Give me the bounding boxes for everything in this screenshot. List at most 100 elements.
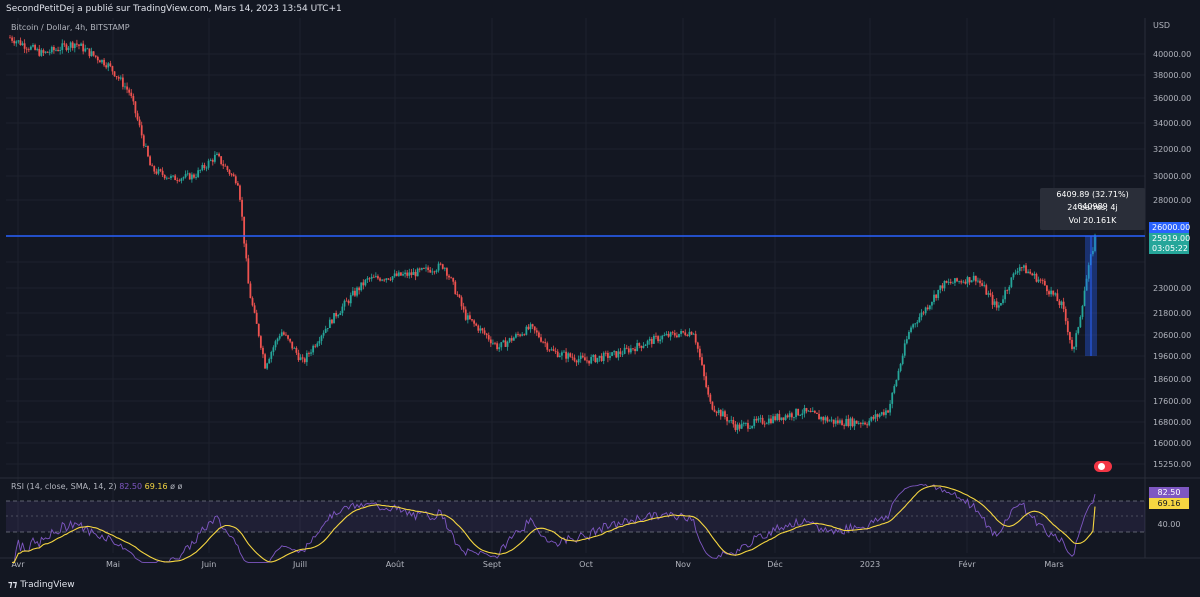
candle-body	[469, 315, 471, 320]
candle-body	[926, 307, 929, 310]
candle-body	[218, 153, 220, 157]
candle-body	[471, 319, 473, 321]
candle-body	[293, 347, 296, 349]
candle-body	[851, 418, 854, 427]
candle-body	[1066, 321, 1069, 333]
candle-body	[730, 419, 733, 421]
candle-body	[880, 412, 883, 415]
x-tick-label: Nov	[675, 560, 691, 569]
candle-body	[665, 333, 668, 336]
candle-body	[951, 282, 954, 284]
measure-volume: Vol 20.161K	[1068, 216, 1117, 225]
candle-body	[780, 417, 783, 420]
candle-body	[161, 170, 164, 175]
candle-body	[301, 357, 304, 359]
candle-body	[736, 424, 739, 430]
candle-body	[824, 417, 827, 421]
candle-body	[625, 347, 628, 349]
candle-body	[205, 167, 208, 169]
candle-body	[1018, 267, 1021, 272]
candle-body	[517, 334, 519, 335]
candle-body	[374, 276, 377, 278]
candle-body	[328, 319, 331, 329]
candle-body	[1014, 272, 1017, 274]
candle-body	[820, 416, 823, 420]
candle-body	[947, 281, 950, 283]
candle-body	[962, 281, 965, 283]
candle-body	[671, 332, 674, 334]
candle-body	[347, 300, 350, 304]
candle-body	[646, 340, 649, 345]
candle-body	[1050, 290, 1052, 295]
candle-body	[195, 177, 197, 178]
candle-body	[159, 169, 162, 171]
candle-body	[922, 312, 925, 314]
candle-body	[128, 89, 131, 93]
candle-body	[57, 49, 59, 52]
candle-body	[778, 413, 781, 420]
candle-body	[577, 358, 580, 363]
candle-body	[379, 278, 381, 281]
candle-body	[510, 338, 513, 341]
candle-body	[456, 294, 459, 295]
candle-body	[657, 336, 659, 342]
candle-body	[494, 342, 496, 344]
candle-body	[84, 48, 87, 52]
candle-body	[1054, 293, 1057, 295]
candle-body	[573, 357, 576, 361]
candle-body	[949, 281, 952, 283]
candle-body	[391, 276, 394, 280]
candle-body	[11, 37, 13, 41]
candle-body	[40, 50, 43, 56]
candle-body	[268, 358, 271, 364]
candle-body	[667, 333, 670, 337]
y-tick-label: 40000.00	[1153, 50, 1191, 59]
candle-body	[753, 418, 756, 426]
candle-body	[985, 285, 988, 295]
candle-body	[933, 294, 935, 302]
candle-body	[1035, 273, 1038, 282]
candle-body	[1023, 265, 1025, 268]
candle-body	[565, 351, 567, 359]
candle-body	[1043, 280, 1046, 286]
candle-body	[615, 351, 618, 358]
candle-body	[770, 418, 772, 424]
candle-body	[416, 268, 419, 277]
candle-body	[247, 258, 250, 284]
candle-body	[960, 281, 963, 283]
tradingview-logo[interactable]: ⁊⁊ TradingView	[8, 580, 75, 590]
candle-body	[21, 43, 24, 46]
candle-body	[280, 332, 283, 337]
candle-body	[887, 410, 889, 413]
candle-body	[483, 330, 486, 334]
candle-body	[397, 272, 400, 276]
candle-body	[634, 349, 636, 352]
candle-body	[48, 52, 51, 54]
candle-body	[905, 339, 908, 344]
candle-body	[193, 174, 195, 178]
alarm-clock-icon[interactable]	[1094, 461, 1112, 472]
candle-body	[533, 326, 536, 331]
candle-body	[251, 298, 254, 306]
candle-body	[834, 420, 837, 424]
candle-body	[995, 301, 998, 308]
candle-body	[172, 175, 174, 177]
candle-body	[703, 364, 705, 377]
candle-body	[259, 336, 262, 348]
candle-body	[584, 357, 586, 361]
candle-body	[278, 336, 281, 339]
candle-body	[153, 166, 156, 172]
y-tick-label: 17600.00	[1153, 397, 1191, 406]
candle-body	[289, 338, 292, 342]
rsi-legend[interactable]: RSI (14, close, SMA, 14, 2) 82.50 69.16 …	[11, 482, 182, 491]
candle-body	[596, 357, 599, 363]
candle-body	[149, 156, 151, 166]
candle-body	[870, 416, 873, 421]
symbol-title[interactable]: Bitcoin / Dollar, 4h, BITSTAMP	[11, 23, 130, 32]
candle-body	[742, 423, 745, 424]
candle-body	[845, 418, 848, 426]
candle-body	[563, 351, 565, 353]
rsi-line	[12, 483, 1096, 563]
candle-body	[588, 360, 590, 364]
